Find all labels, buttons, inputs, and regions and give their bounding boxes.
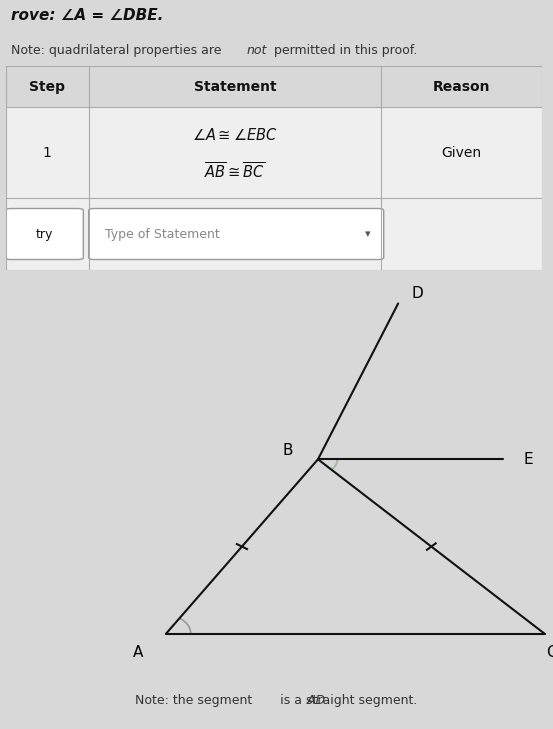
Text: $\overline{AB} \cong \overline{BC}$: $\overline{AB} \cong \overline{BC}$ bbox=[205, 161, 265, 182]
Text: AD: AD bbox=[227, 695, 326, 707]
Text: permitted in this proof.: permitted in this proof. bbox=[270, 44, 418, 58]
FancyBboxPatch shape bbox=[88, 208, 384, 260]
Bar bbox=[6, 66, 542, 107]
Text: rove: ∠A = ∠DBE.: rove: ∠A = ∠DBE. bbox=[11, 8, 164, 23]
Text: $\angle A \cong \angle EBC$: $\angle A \cong \angle EBC$ bbox=[192, 127, 278, 142]
Text: C: C bbox=[546, 645, 553, 660]
Text: try: try bbox=[36, 227, 53, 241]
Text: Reason: Reason bbox=[433, 79, 490, 93]
Text: Type of Statement: Type of Statement bbox=[105, 227, 220, 241]
Text: Note: the segment       is a straight segment.: Note: the segment is a straight segment. bbox=[135, 695, 418, 707]
Text: A: A bbox=[133, 645, 143, 660]
Text: Note: quadrilateral properties are: Note: quadrilateral properties are bbox=[11, 44, 226, 58]
Text: Step: Step bbox=[29, 79, 65, 93]
Text: Given: Given bbox=[441, 146, 482, 160]
Text: B: B bbox=[283, 443, 293, 459]
FancyBboxPatch shape bbox=[6, 208, 84, 260]
Text: Statement: Statement bbox=[194, 79, 276, 93]
Text: D: D bbox=[411, 286, 424, 300]
Text: 1: 1 bbox=[43, 146, 51, 160]
Text: ▾: ▾ bbox=[365, 229, 371, 239]
Text: E: E bbox=[523, 452, 533, 467]
Text: not: not bbox=[246, 44, 267, 58]
